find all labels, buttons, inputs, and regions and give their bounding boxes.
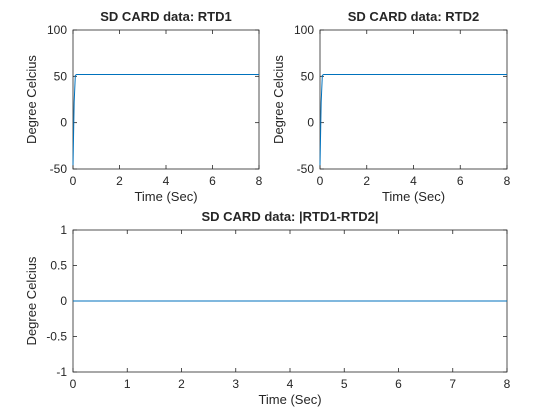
y-axis-label: Degree Celcius [24, 256, 39, 345]
x-tick-label: 6 [209, 174, 216, 188]
chart-title: SD CARD data: |RTD1-RTD2| [201, 209, 378, 224]
x-tick-label: 0 [70, 377, 77, 391]
y-tick-label: 50 [301, 69, 315, 83]
y-tick-label: 1 [60, 223, 67, 237]
x-tick-label: 2 [178, 377, 185, 391]
x-axis-label: Time (Sec) [258, 392, 321, 407]
y-tick-label: 100 [47, 23, 67, 37]
x-tick-label: 8 [256, 174, 263, 188]
y-tick-label: 0.5 [50, 259, 67, 273]
x-tick-label: 8 [504, 377, 511, 391]
x-tick-label: 4 [287, 377, 294, 391]
x-tick-label: 5 [341, 377, 348, 391]
x-tick-label: 4 [410, 174, 417, 188]
x-tick-label: 3 [232, 377, 239, 391]
y-tick-label: 50 [54, 69, 68, 83]
x-tick-label: 6 [457, 174, 464, 188]
series-line [72, 73, 259, 166]
x-tick-label: 0 [317, 174, 324, 188]
y-axis-label: Degree Celcius [271, 55, 286, 144]
y-tick-label: 0 [60, 116, 67, 130]
y-tick-label: -50 [297, 162, 315, 176]
x-tick-label: 1 [124, 377, 131, 391]
y-tick-label: 100 [294, 23, 314, 37]
plot-area [319, 29, 508, 170]
x-tick-label: 4 [163, 174, 170, 188]
series-line [319, 73, 507, 166]
x-tick-label: 7 [449, 377, 456, 391]
x-axis-label: Time (Sec) [134, 189, 197, 204]
x-tick-label: 2 [116, 174, 123, 188]
chart-title: SD CARD data: RTD1 [100, 9, 231, 24]
y-tick-label: 0 [60, 294, 67, 308]
chart-title: SD CARD data: RTD2 [348, 9, 479, 24]
x-tick-label: 2 [363, 174, 370, 188]
plot-area [72, 29, 260, 170]
subplot-rtd-difference: 0 1 2 3 4 5 6 7 8 -1 -0.5 0 0.5 1 SD CARD data: |RTD1-… [24, 209, 511, 407]
y-tick-label: -1 [56, 365, 67, 379]
x-tick-label: 0 [70, 174, 77, 188]
y-tick-label: -50 [50, 162, 68, 176]
x-tick-label: 8 [504, 174, 511, 188]
x-axis-label: Time (Sec) [382, 189, 445, 204]
y-tick-label: 0 [307, 116, 314, 130]
y-axis-label: Degree Celcius [24, 55, 39, 144]
y-tick-label: -0.5 [46, 330, 67, 344]
x-tick-label: 6 [395, 377, 402, 391]
